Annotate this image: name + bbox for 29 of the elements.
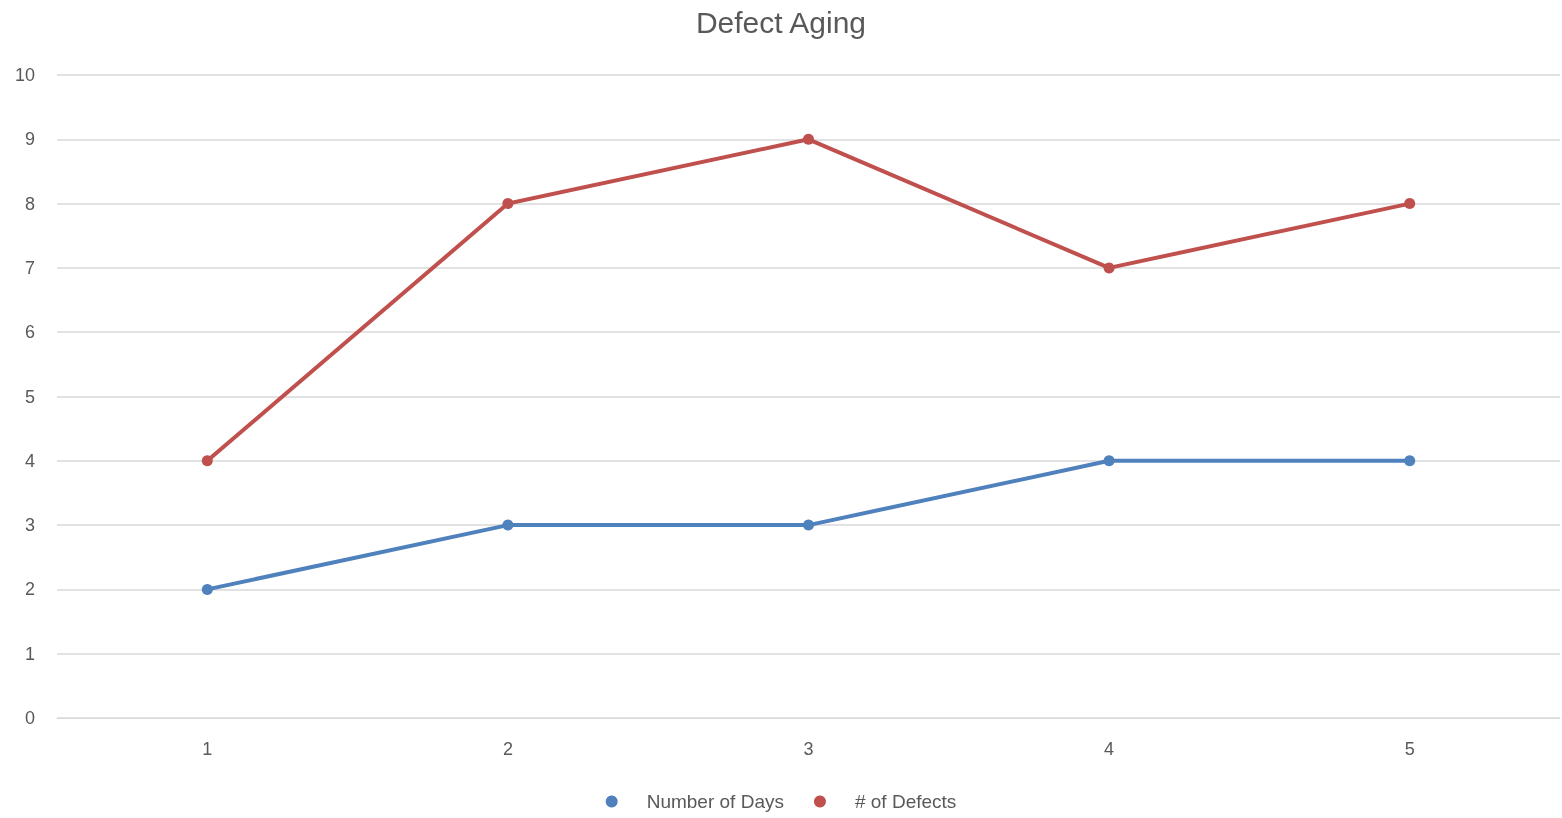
point — [502, 198, 514, 210]
y-tick-label: 1 — [24, 643, 35, 664]
point — [1103, 262, 1115, 274]
point — [1404, 198, 1416, 210]
y-tick-label: 10 — [14, 65, 35, 85]
x-tick-label: 5 — [1404, 739, 1415, 759]
y-tick-label: 2 — [24, 579, 35, 600]
point — [1103, 455, 1115, 467]
legend-label: Number of Days — [646, 791, 784, 812]
y-tick-label: 3 — [24, 515, 35, 536]
y-tick-label: 4 — [24, 450, 35, 471]
y-tick-label: 7 — [24, 257, 35, 278]
chart-title: Defect Aging — [695, 5, 867, 39]
point — [502, 519, 514, 531]
y-tick-label: 6 — [24, 322, 35, 343]
x-tick-label: 4 — [1104, 739, 1115, 759]
y-tick-label: 0 — [24, 708, 35, 728]
x-tick-label: 2 — [502, 739, 513, 759]
x-tick-label: 3 — [803, 739, 814, 759]
point — [803, 133, 814, 145]
legend-label: # of Defects — [854, 791, 957, 812]
x-tick-label: 1 — [202, 739, 213, 759]
y-tick-label: 5 — [24, 386, 35, 407]
point — [201, 455, 213, 467]
y-tick-label: 9 — [24, 129, 35, 150]
point — [803, 519, 814, 531]
point — [201, 583, 213, 595]
point — [1404, 455, 1416, 467]
y-tick-label: 8 — [24, 193, 35, 214]
